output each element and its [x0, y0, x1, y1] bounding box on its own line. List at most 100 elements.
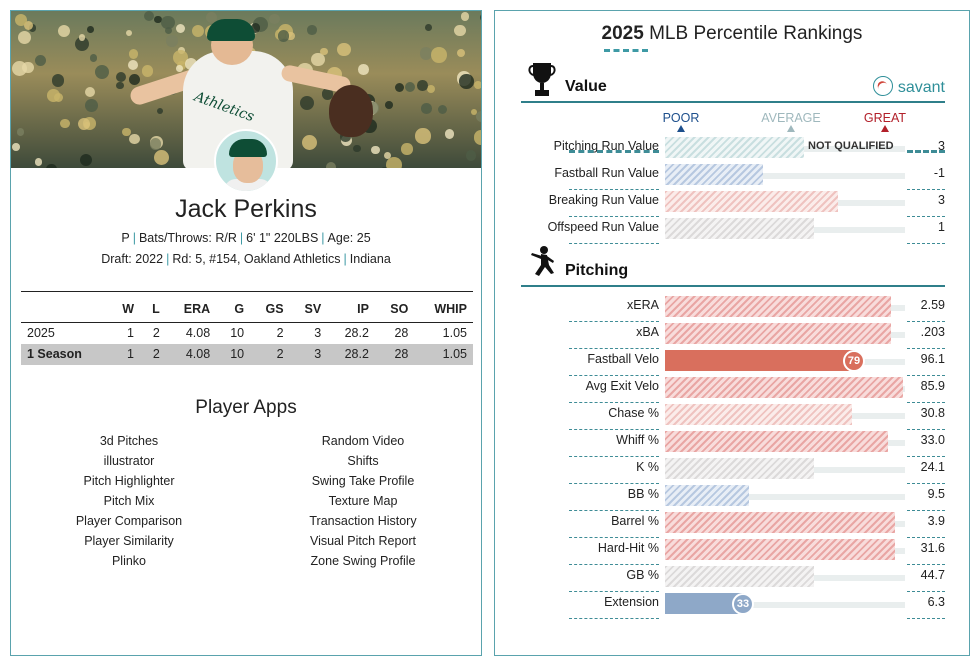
percentile-bar — [665, 191, 838, 212]
scale-poor: POOR — [641, 111, 721, 132]
stats-header-cell: SV — [289, 291, 328, 323]
stats-header-cell: ERA — [165, 291, 217, 323]
table-cell: 2 — [250, 343, 290, 365]
crowd-dot — [205, 12, 217, 24]
row-divider — [907, 618, 945, 619]
row-divider — [569, 216, 659, 217]
player-apps-left: 3d Pitches illustrator Pitch Highlighter… — [29, 431, 229, 571]
ranking-row[interactable]: Fastball Velo 79 96.1 — [521, 348, 945, 376]
app-link[interactable]: Plinko — [111, 554, 147, 568]
ranking-row[interactable]: GB % 44.7 — [521, 564, 945, 592]
percentile-bar — [665, 164, 763, 185]
age-label: Age: — [327, 231, 354, 245]
app-link[interactable]: Pitch Mix — [103, 494, 155, 508]
ranking-row[interactable]: BB % 9.5 — [521, 483, 945, 511]
app-link[interactable]: Visual Pitch Report — [309, 534, 417, 548]
crowd-dot — [115, 72, 126, 83]
percentile-rankings-card: 2025 MLB Percentile Rankings Value savan… — [494, 10, 970, 656]
ranking-row[interactable]: Breaking Run Value 3 — [521, 189, 945, 217]
school: Indiana — [349, 252, 391, 266]
crowd-dot — [381, 166, 388, 168]
ranking-row[interactable]: xERA 2.59 — [521, 294, 945, 322]
metric-label: Avg Exit Velo — [585, 379, 659, 393]
ranking-row[interactable]: Barrel % 3.9 — [521, 510, 945, 538]
app-link[interactable]: Pitch Highlighter — [83, 474, 175, 488]
app-link[interactable]: Zone Swing Profile — [310, 554, 416, 568]
separator: | — [166, 252, 170, 266]
table-cell: 3 — [289, 343, 328, 365]
metric-label: Pitching Run Value — [553, 139, 659, 153]
trophy-icon — [528, 63, 556, 96]
app-link[interactable]: Random Video — [321, 434, 405, 448]
not-qualified-note: NOT QUALIFIED — [808, 140, 894, 152]
separator: | — [239, 231, 244, 245]
percentile-bar — [665, 296, 891, 317]
rankings-title: 2025 MLB Percentile Rankings — [495, 23, 969, 45]
bats-throws: R/R — [215, 231, 237, 245]
glove-icon — [329, 85, 373, 137]
app-link[interactable]: Transaction History — [309, 514, 417, 528]
app-link[interactable]: Texture Map — [328, 494, 398, 508]
row-divider — [569, 537, 659, 538]
stats-header-cell: WHIP — [414, 291, 473, 323]
ranking-row[interactable]: Avg Exit Velo 85.9 — [521, 375, 945, 403]
crowd-dot — [250, 23, 261, 33]
ranking-row[interactable]: Hard-Hit % 31.6 — [521, 537, 945, 565]
crowd-dot — [128, 49, 139, 59]
app-link[interactable]: Swing Take Profile — [311, 474, 415, 488]
table-cell: 2 — [152, 326, 160, 341]
ranking-row[interactable]: Whiff % 33.0 — [521, 429, 945, 457]
crowd-dot — [286, 31, 295, 41]
app-link[interactable]: 3d Pitches — [99, 434, 159, 448]
crowd-dot — [35, 54, 47, 66]
metric-label: Chase % — [608, 406, 659, 420]
crowd-dot — [277, 30, 290, 42]
row-divider — [907, 537, 945, 538]
crowd-dot — [78, 118, 91, 130]
metric-value: -1 — [933, 166, 945, 180]
crowd-dot — [86, 25, 94, 33]
value-section-header: Value savant — [521, 63, 945, 103]
stats-header-row: W L ERA G GS SV IP SO WHIP — [21, 291, 473, 323]
stats-header-cell: G — [216, 291, 251, 323]
crowd-dot — [57, 24, 70, 38]
ranking-row[interactable]: Chase % 30.8 — [521, 402, 945, 430]
row-divider — [907, 456, 945, 457]
pitching-section-title: Pitching — [565, 262, 629, 279]
metric-value: 3 — [938, 193, 945, 207]
row-divider — [569, 243, 659, 244]
app-link[interactable]: illustrator — [103, 454, 155, 468]
pitcher-silhouette-icon — [531, 246, 554, 276]
ranking-row[interactable]: Offspeed Run Value 1 — [521, 216, 945, 244]
crowd-dot — [420, 103, 432, 114]
separator: | — [343, 252, 347, 266]
app-link[interactable]: Shifts — [347, 454, 379, 468]
scale-poor-label: POOR — [662, 111, 700, 125]
ranking-row[interactable]: Extension 33 6.3 — [521, 591, 945, 619]
ranking-row[interactable]: Pitching Run Value NOT QUALIFIED 3 — [521, 135, 945, 162]
draft-pick: Rd: 5, #154, — [172, 252, 241, 266]
savant-logo[interactable]: savant — [872, 76, 945, 97]
crowd-dot — [116, 81, 124, 90]
percentile-track — [665, 494, 905, 500]
app-link[interactable]: Player Similarity — [84, 534, 174, 548]
crowd-dot — [23, 20, 34, 30]
metric-value: 3 — [938, 139, 945, 153]
metric-value: 96.1 — [920, 352, 945, 366]
crowd-dot — [425, 24, 432, 31]
ranking-row[interactable]: Fastball Run Value -1 — [521, 162, 945, 190]
crowd-dot — [456, 48, 466, 58]
crowd-dot — [126, 30, 133, 37]
crowd-dot — [460, 12, 470, 21]
percentile-bar — [665, 404, 852, 425]
metric-label: Offspeed Run Value — [547, 220, 659, 234]
app-link[interactable]: Player Comparison — [75, 514, 183, 528]
percentile-bar — [665, 593, 744, 614]
row-divider — [569, 429, 659, 430]
percentile-bar — [665, 539, 895, 560]
crowd-dot — [302, 135, 318, 151]
table-cell: 1.05 — [414, 343, 473, 365]
ranking-row[interactable]: xBA .203 — [521, 321, 945, 349]
crowd-dot — [46, 163, 57, 168]
ranking-row[interactable]: K % 24.1 — [521, 456, 945, 484]
